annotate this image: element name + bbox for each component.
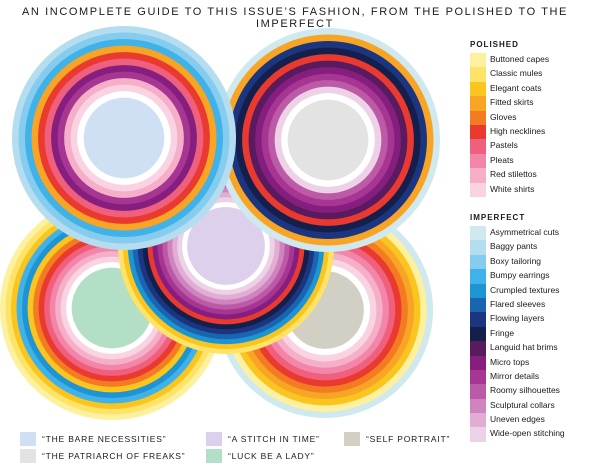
legend-swatch (470, 53, 486, 68)
legend-label: Asymmetrical cuts (490, 227, 559, 237)
page-title: AN INCOMPLETE GUIDE TO THIS ISSUE’S FASH… (21, 6, 568, 30)
legend-swatch (470, 96, 486, 111)
legend-swatch (470, 427, 486, 442)
footer-label: “THE PATRIARCH OF FREAKS” (42, 451, 186, 461)
imperfect-heading: IMPERFECT (470, 213, 526, 222)
the-patriarch-of-freaks-circle (216, 28, 440, 252)
legend-label: Mirror details (490, 370, 540, 381)
legend-swatch (470, 326, 486, 342)
legend-label: White shirts (490, 183, 535, 194)
footer-swatch (20, 432, 36, 446)
legend-swatch (470, 226, 486, 241)
legend-swatch (470, 153, 486, 169)
legend-swatch (470, 341, 486, 356)
legend-label: Boxy tailoring (490, 255, 542, 266)
legend-swatch (470, 355, 486, 370)
overlapping-circles-diagram (0, 26, 440, 420)
legend-swatch (470, 384, 486, 399)
ring-center (83, 97, 165, 179)
legend-swatch (470, 240, 486, 255)
legend-label: Red stilettos (490, 169, 537, 180)
legend-swatch (470, 168, 486, 183)
footer-label: “A STITCH IN TIME” (228, 434, 320, 444)
legend-swatch (470, 283, 486, 298)
legend-swatch (470, 67, 486, 82)
legend-label: Flared sleeves (490, 298, 546, 309)
legend-label: Gloves (490, 111, 517, 122)
legend-label: Micro tops (490, 356, 530, 367)
legend-label: Fitted skirts (490, 97, 534, 108)
legend-label: Sculptural collars (490, 399, 555, 410)
legend-swatch (470, 139, 486, 154)
footer-label: “SELF PORTRAIT” (366, 434, 451, 444)
legend-label: Roomy silhouettes (490, 385, 560, 396)
legend-swatch (470, 254, 486, 270)
legend-label: Fringe (490, 327, 515, 338)
ring-center (187, 207, 265, 285)
the-bare-necessities-circle (12, 26, 236, 250)
legend-swatch (470, 269, 486, 284)
footer-label: “THE BARE NECESSITIES” (42, 434, 167, 444)
legend-label: Flowing layers (490, 313, 545, 324)
legend-label: Uneven edges (490, 414, 545, 425)
footer-swatch (344, 432, 360, 446)
footer-label: “LUCK BE A LADY” (228, 451, 315, 461)
footer-swatch (206, 449, 222, 463)
legend-swatch (470, 312, 486, 327)
legend-label: Pleats (490, 154, 514, 165)
legend-swatch (470, 81, 486, 97)
legend-label: Pastels (490, 140, 518, 151)
footer-swatch (20, 449, 36, 463)
legend-label: Elegant coats (490, 82, 542, 93)
footer-swatch (206, 432, 222, 446)
legend-swatch (470, 182, 486, 197)
legend-swatch (470, 110, 486, 125)
legend-label: Baggy pants (490, 241, 538, 252)
legend-swatch (470, 398, 486, 414)
legend-label: Languid hat brims (490, 342, 558, 353)
legend-swatch (470, 369, 486, 385)
legend-swatch (470, 413, 486, 428)
legend-label: High necklines (490, 125, 546, 136)
ring-center (287, 99, 369, 181)
legend-label: Bumpy earrings (490, 270, 550, 281)
legend-label: Classic mules (490, 68, 543, 79)
legend-label: Buttoned capes (490, 54, 550, 64)
legend-label: Wide-open stitching (490, 428, 565, 439)
legend-label: Crumpled textures (490, 284, 560, 295)
polished-heading: POLISHED (470, 40, 519, 49)
legend-swatch (470, 297, 486, 313)
legend-swatch (470, 124, 486, 140)
